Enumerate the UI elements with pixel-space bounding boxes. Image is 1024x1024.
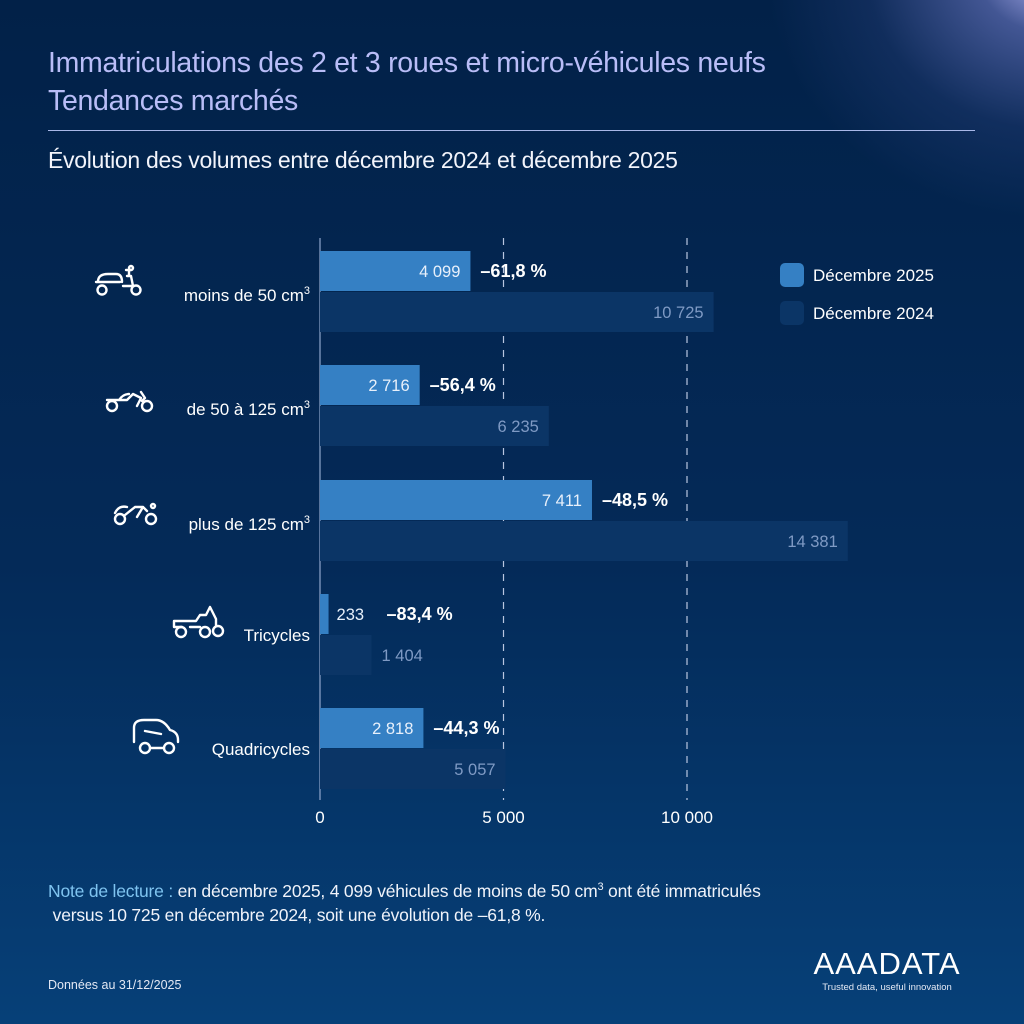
evolution-label: –56,4 %: [430, 375, 496, 395]
microcar-icon: [132, 718, 180, 755]
bar-2025: [320, 251, 471, 291]
category-label: plus de 125 cm3: [189, 514, 310, 534]
bar-2024: [320, 635, 372, 675]
category-label-text: Tricycles: [244, 626, 310, 645]
note-sup: 3: [597, 881, 604, 893]
title-line-2: Tendances marchés: [48, 85, 298, 117]
note-label: Note de lecture :: [48, 880, 174, 901]
legend-label-2024: Décembre 2024: [813, 304, 934, 323]
x-tick-label: 0: [315, 808, 324, 827]
evolution-label: –44,3 %: [433, 718, 499, 738]
scooter-icon: [94, 264, 142, 296]
title-line-1: Immatriculations des 2 et 3 roues et mic…: [48, 47, 766, 79]
note-text-1: en décembre 2025, 4 099 véhicules de moi…: [173, 880, 598, 901]
reading-note: Note de lecture : en décembre 2025, 4 09…: [48, 875, 988, 927]
x-tick-label: 5 000: [482, 808, 525, 827]
category-label-sup: 3: [304, 399, 310, 411]
bar-2024: [320, 292, 714, 332]
aaadata-logo: AAADATA Trusted data, useful innovation: [796, 946, 978, 994]
bar-2024: [320, 521, 848, 561]
category-label-text: Quadricycles: [212, 740, 310, 759]
evolution-label: –48,5 %: [602, 490, 668, 510]
category-label-text: moins de 50 cm: [184, 286, 304, 305]
value-label-2025: 7 411: [542, 492, 582, 510]
legend-swatch-2025: [780, 263, 804, 287]
value-label-2024: 1 404: [382, 647, 423, 665]
value-label-2025: 2 818: [372, 720, 413, 738]
chart-subtitle: Évolution des volumes entre décembre 202…: [48, 147, 678, 173]
value-label-2024: 14 381: [787, 533, 837, 551]
value-label-2025: 233: [337, 606, 365, 624]
legend-swatch-2024: [780, 301, 804, 325]
legend-label-2025: Décembre 2025: [813, 266, 934, 285]
sport-motorcycle-icon: [113, 502, 158, 526]
value-label-2025: 4 099: [419, 263, 460, 281]
category-label-text: plus de 125 cm: [189, 515, 304, 534]
value-label-2025: 2 716: [368, 377, 409, 395]
data-date: Données au 31/12/2025: [48, 978, 182, 992]
note-text-2: ont été immatriculés: [603, 880, 761, 901]
logo-wordmark: AAADATA: [813, 946, 961, 981]
value-label-2024: 10 725: [653, 304, 703, 322]
bar-2024: [320, 749, 506, 789]
motorcycle-icon: [105, 390, 154, 413]
evolution-label: –61,8 %: [480, 261, 546, 281]
value-label-2024: 6 235: [498, 418, 539, 436]
bar-2025: [320, 365, 420, 405]
category-label: Quadricycles: [212, 740, 310, 759]
evolution-label: –83,4 %: [387, 604, 453, 624]
x-tick-label: 10 000: [661, 808, 713, 827]
category-label-text: de 50 à 125 cm: [187, 400, 304, 419]
logo-tagline: Trusted data, useful innovation: [822, 982, 952, 993]
category-label-sup: 3: [304, 285, 310, 297]
bar-2024: [320, 406, 549, 446]
title-divider: [48, 130, 975, 131]
bar-2025: [320, 708, 424, 748]
category-label: Tricycles: [244, 626, 310, 645]
category-label: moins de 50 cm3: [184, 285, 310, 305]
bar-2025: [320, 594, 329, 634]
tricycle-icon: [172, 605, 225, 639]
bar-2025: [320, 480, 592, 520]
category-label: de 50 à 125 cm3: [187, 399, 310, 419]
category-label-sup: 3: [304, 514, 310, 526]
page-title: Immatriculations des 2 et 3 roues et mic…: [48, 44, 766, 120]
value-label-2024: 5 057: [454, 761, 495, 779]
note-line-2: versus 10 725 en décembre 2024, soit une…: [52, 904, 546, 925]
